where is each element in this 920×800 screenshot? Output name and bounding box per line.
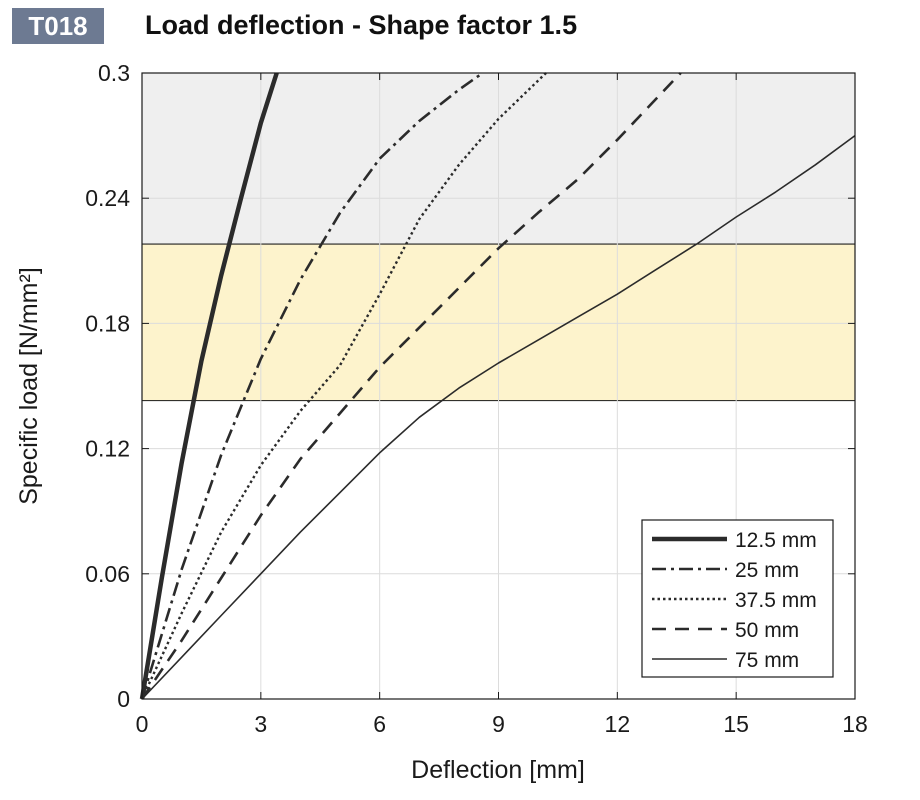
series-line-0 [139,72,279,700]
legend-label-1: 25 mm [735,559,799,582]
y-tick-label: 0.06 [85,561,130,587]
x-tick-label: 12 [605,711,631,737]
chart-legend: 12.5 mm 25 mm 37.5 mm 50 mm 75 mm [641,519,834,678]
chart-id-badge: T018 [12,8,104,44]
y-tick-label: 0 [117,686,130,712]
series-curves [139,71,856,700]
x-tick-label: 18 [842,711,868,737]
legend-label-0: 12.5 mm [735,529,817,552]
x-tick-label: 9 [492,711,505,737]
x-axis-label: Deflection [mm] [411,756,585,784]
legend-label-4: 75 mm [735,649,799,672]
y-tick-label: 0.12 [85,436,130,462]
series-line-3 [140,72,682,700]
x-tick-label: 0 [136,711,149,737]
series-line-1 [140,71,484,700]
series-line-2 [140,72,547,700]
y-tick-label: 0.18 [85,310,130,336]
chart-title: Load deflection - Shape factor 1.5 [145,10,578,40]
x-tick-label: 6 [373,711,386,737]
y-tick-label: 0.3 [98,60,130,86]
axis-ticks: 0 3 6 9 12 15 18 0 0.06 0.12 0.18 0.24 0.3 [85,60,868,737]
y-tick-label: 0.24 [85,185,130,211]
series-line-4 [141,134,856,700]
x-tick-label: 3 [254,711,267,737]
x-tick-label: 15 [723,711,749,737]
legend-box [641,519,834,678]
legend-label-2: 37.5 mm [735,589,817,612]
legend-label-3: 50 mm [735,619,799,642]
y-axis-label: Specific load [N/mm²] [15,267,43,505]
